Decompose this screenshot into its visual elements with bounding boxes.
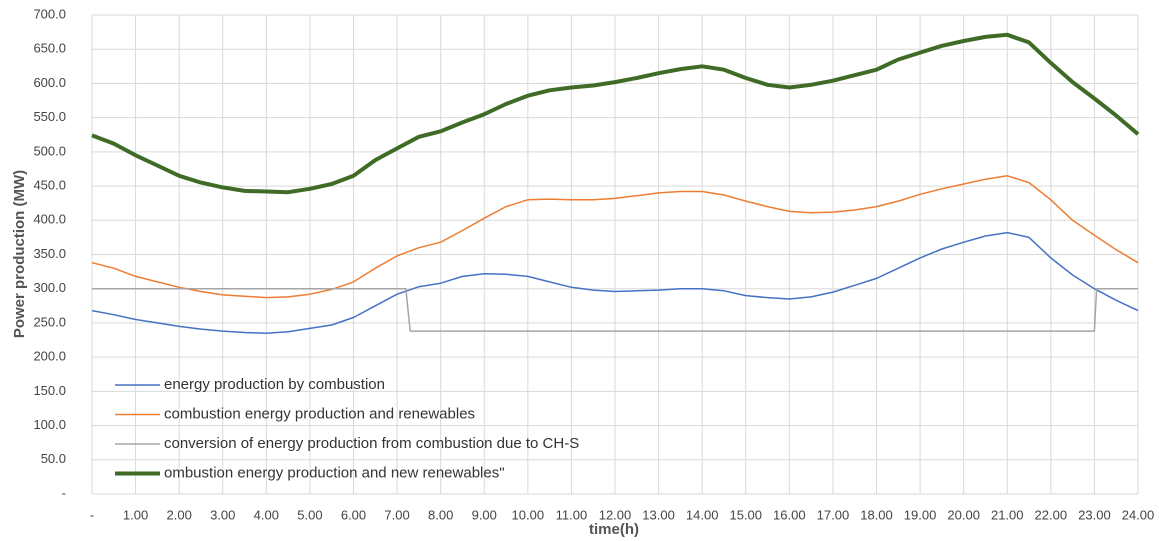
x-tick-label: 20.00 [947, 507, 980, 522]
y-tick-label: 50.0 [41, 451, 66, 466]
y-tick-label: 250.0 [33, 314, 66, 329]
x-tick-label: 6.00 [341, 507, 366, 522]
x-tick-label: 2.00 [167, 507, 192, 522]
y-tick-label: 150.0 [33, 383, 66, 398]
x-tick-label: - [90, 507, 94, 522]
legend-label: conversion of energy production from com… [164, 435, 579, 452]
y-tick-label: 500.0 [33, 143, 66, 158]
x-tick-label: 24.00 [1122, 507, 1155, 522]
y-tick-label: 450.0 [33, 178, 66, 193]
x-tick-label: 13.00 [642, 507, 675, 522]
x-tick-label: 5.00 [297, 507, 322, 522]
x-tick-label: 11.00 [556, 507, 588, 522]
y-tick-label: 600.0 [33, 75, 66, 90]
series-line [91, 231, 1139, 334]
y-tick-label: - [62, 485, 66, 500]
x-tick-label: 19.00 [904, 507, 937, 522]
x-tick-label: 17.00 [817, 507, 850, 522]
series-line [91, 175, 1139, 299]
y-axis-title: Power production (MW) [11, 170, 28, 338]
x-tick-label: 9.00 [472, 507, 497, 522]
legend-label: combustion energy production and renewab… [164, 405, 475, 422]
x-tick-label: 14.00 [686, 507, 719, 522]
x-axis-title: time(h) [589, 521, 639, 538]
x-tick-label: 4.00 [254, 507, 279, 522]
x-tick-label: 1.00 [123, 507, 148, 522]
y-tick-label: 700.0 [33, 6, 66, 21]
x-tick-label: 3.00 [210, 507, 235, 522]
series-line [91, 32, 1140, 195]
x-tick-label: 10.00 [512, 507, 545, 522]
y-tick-label: 400.0 [33, 212, 66, 227]
x-tick-label: 8.00 [428, 507, 453, 522]
x-tick-label: 22.00 [1035, 507, 1068, 522]
x-tick-label: 16.00 [773, 507, 806, 522]
y-tick-label: 550.0 [33, 109, 66, 124]
x-tick-label: 21.00 [991, 507, 1024, 522]
y-tick-label: 650.0 [33, 41, 66, 56]
x-tick-label: 18.00 [860, 507, 893, 522]
y-tick-label: 300.0 [33, 280, 66, 295]
y-tick-label: 200.0 [33, 349, 66, 364]
x-tick-label: 15.00 [729, 507, 762, 522]
legend-label: energy production by combustion [164, 376, 385, 393]
series-line [92, 287, 1138, 332]
x-tick-label: 7.00 [384, 507, 409, 522]
legend-label: ombustion energy production and new rene… [164, 464, 505, 481]
x-tick-label: 23.00 [1078, 507, 1111, 522]
y-tick-label: 100.0 [33, 417, 66, 432]
y-tick-label: 350.0 [33, 246, 66, 261]
x-tick-label: 12.00 [599, 507, 632, 522]
